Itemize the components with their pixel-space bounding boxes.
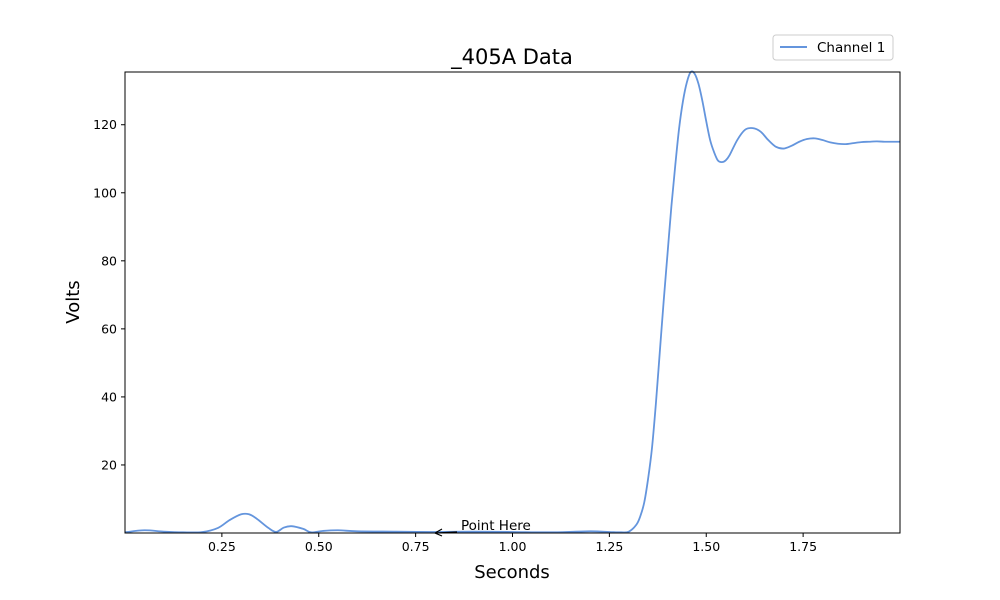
- x-tick-label: 1.25: [595, 539, 623, 554]
- series-line-channel-1: [124, 70, 900, 534]
- series-layer: [124, 70, 900, 534]
- legend: Channel 1: [772, 34, 894, 61]
- x-tick-label: 1.75: [789, 539, 817, 554]
- y-axis-ticks: 20 40 60 80 100 120: [93, 117, 125, 472]
- y-tick-label: 100: [93, 185, 117, 200]
- y-axis-title: Volts: [63, 280, 84, 323]
- annotation-arrow-head: [433, 528, 443, 537]
- legend-label: Channel 1: [817, 40, 885, 56]
- chart-title: _405A Data: [450, 45, 573, 70]
- x-axis-title: Seconds: [474, 562, 550, 583]
- x-tick-label: 0.25: [208, 539, 236, 554]
- y-tick-label: 20: [101, 457, 117, 472]
- y-tick-label: 60: [101, 321, 117, 336]
- y-tick-label: 120: [93, 117, 117, 132]
- x-tick-label: 0.50: [305, 539, 333, 554]
- legend-box: [772, 34, 894, 61]
- x-tick-label: 1.00: [499, 539, 527, 554]
- x-axis-ticks: 0.25 0.50 0.75 1.00 1.25 1.50 1.75: [208, 533, 817, 554]
- y-tick-label: 40: [101, 389, 117, 404]
- x-tick-label: 1.50: [692, 539, 720, 554]
- annotation: Point Here: [433, 518, 531, 537]
- x-tick-label: 0.75: [402, 539, 430, 554]
- annotation-label: Point Here: [461, 518, 531, 534]
- plot-area: [125, 72, 900, 533]
- y-tick-label: 80: [101, 253, 117, 268]
- annotation-arrow-shaft: [435, 531, 458, 534]
